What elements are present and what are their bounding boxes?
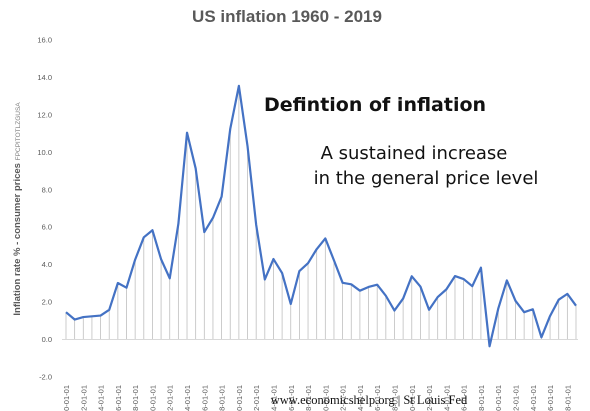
y-axis-label: Inflation rate % - consumer prices FPCPI… [12,102,23,316]
x-tick-label: 1994-01-01 [356,385,365,411]
annotation-heading: Defintion of inflation [264,94,486,116]
x-tick-label: 2004-01-01 [442,385,451,411]
x-tick-label: 1992-01-01 [339,385,348,411]
drop-lines [65,85,577,347]
x-tick-label: 2014-01-01 [529,385,538,411]
y-tick-label: 10.0 [37,148,52,157]
y-tick-label: 0.0 [42,335,52,344]
x-tick-label: 1968-01-01 [131,385,140,411]
y-tick-label: 14.0 [37,73,52,82]
x-tick-label: 2000-01-01 [408,385,417,411]
y-tick-label: 8.0 [42,185,52,194]
source-credit: www.economicshelp.org | St Louis Fed [271,393,468,407]
x-tick-label: 1972-01-01 [166,385,175,411]
x-tick-label: 2008-01-01 [477,385,486,411]
x-tick-label: 2012-01-01 [511,385,520,411]
x-tick-label: 2002-01-01 [425,385,434,411]
chart-title: US inflation 1960 - 2019 [192,7,382,26]
x-axis-ticks: 1960-01-01 1962-01-01 1964-01-01 1966-01-01… [62,385,572,411]
x-tick-label: 2006-01-01 [460,385,469,411]
y-tick-label: -2.0 [39,373,52,382]
y-axis-ticks: 16.0 14.0 12.0 10.0 8.0 6.0 4.0 2.0 0.0 -2.0 [37,36,52,382]
y-axis-label-code: FPCPITOTLZGUSA [15,102,22,161]
y-tick-label: 6.0 [42,223,52,232]
x-tick-label: 1964-01-01 [97,385,106,411]
annotation-line-2: in the general price level [314,168,539,189]
x-tick-label: 1988-01-01 [304,385,313,411]
x-tick-label: 1990-01-01 [321,385,330,411]
y-tick-label: 16.0 [37,36,52,45]
x-tick-label: 1980-01-01 [235,385,244,411]
y-tick-label: 2.0 [42,298,52,307]
x-tick-label: 1962-01-01 [79,385,88,411]
x-tick-label: 1984-01-01 [269,385,278,411]
x-tick-label: 1976-01-01 [200,385,209,411]
x-tick-label: 1966-01-01 [114,385,123,411]
x-tick-label: 1986-01-01 [287,385,296,411]
x-tick-label: 2018-01-01 [563,385,572,411]
y-tick-label: 12.0 [37,110,52,119]
x-tick-label: 1970-01-01 [148,385,157,411]
annotation-line-1: A sustained increase [321,143,508,164]
inflation-series-line [65,84,577,348]
x-tick-label: 2016-01-01 [546,385,555,411]
x-tick-label: 1960-01-01 [62,385,71,411]
x-tick-label: 1998-01-01 [390,385,399,411]
x-tick-label: 1978-01-01 [218,385,227,411]
y-axis-label-main: Inflation rate % - consumer prices [12,163,23,316]
y-tick-label: 4.0 [42,260,52,269]
x-tick-label: 2010-01-01 [494,385,503,411]
x-tick-label: 1974-01-01 [183,385,192,411]
x-tick-label: 1982-01-01 [252,385,261,411]
x-tick-label: 1996-01-01 [373,385,382,411]
